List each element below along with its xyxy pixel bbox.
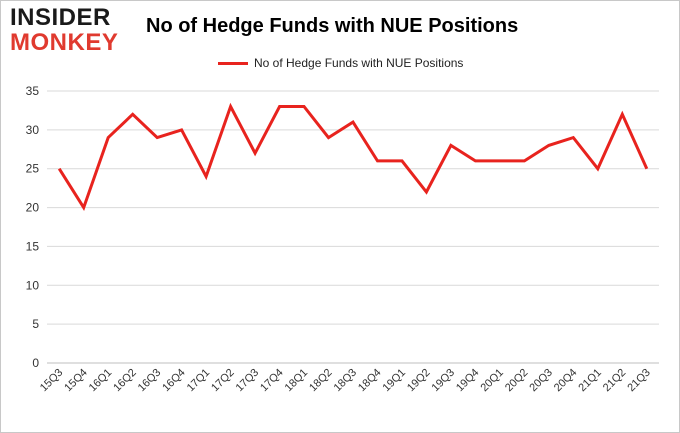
y-tick-label: 0 xyxy=(32,356,39,370)
x-tick-label: 17Q1 xyxy=(185,367,213,395)
y-tick-label: 5 xyxy=(32,317,39,331)
x-tick-label: 18Q1 xyxy=(283,367,311,395)
x-tick-label: 17Q2 xyxy=(209,367,237,395)
y-tick-label: 20 xyxy=(26,201,40,215)
x-tick-label: 16Q4 xyxy=(160,367,188,395)
chart-title: No of Hedge Funds with NUE Positions xyxy=(146,15,519,37)
legend-label: No of Hedge Funds with NUE Positions xyxy=(254,56,464,70)
x-tick-label: 17Q3 xyxy=(234,367,262,395)
x-tick-label: 20Q3 xyxy=(527,367,555,395)
x-tick-label: 21Q2 xyxy=(601,367,629,395)
x-tick-label: 16Q1 xyxy=(87,367,115,395)
x-tick-label: 19Q1 xyxy=(381,367,409,395)
y-tick-label: 25 xyxy=(26,162,40,176)
legend-swatch xyxy=(218,61,248,65)
x-tick-label: 20Q1 xyxy=(478,367,506,395)
x-tick-label: 21Q3 xyxy=(625,367,653,395)
x-tick-label: 18Q2 xyxy=(307,367,335,395)
x-tick-label: 20Q4 xyxy=(552,367,580,395)
logo-line-1: INSIDER xyxy=(10,4,111,31)
series-line xyxy=(57,102,649,212)
insider-monkey-logo: INSIDER MONKEY xyxy=(10,6,128,55)
x-tick-label: 16Q2 xyxy=(111,367,139,395)
x-tick-label: 15Q3 xyxy=(38,367,66,395)
x-tick-label: 21Q1 xyxy=(576,367,604,395)
x-tick-label: 16Q3 xyxy=(136,367,164,395)
chart-legend: No of Hedge Funds with NUE Positions xyxy=(218,55,463,71)
x-tick-label: 19Q2 xyxy=(405,367,433,395)
logo-line-2: MONKEY xyxy=(10,29,119,56)
x-tick-label: 19Q4 xyxy=(454,367,482,395)
x-tick-label: 18Q3 xyxy=(332,367,360,395)
x-tick-label: 19Q3 xyxy=(430,367,458,395)
x-tick-label: 15Q4 xyxy=(62,367,90,395)
x-tick-label: 18Q4 xyxy=(356,367,384,395)
x-tick-label: 20Q2 xyxy=(503,367,531,395)
y-tick-label: 15 xyxy=(26,239,40,253)
y-tick-label: 10 xyxy=(26,278,40,292)
y-tick-label: 35 xyxy=(26,84,40,98)
y-tick-label: 30 xyxy=(26,123,40,137)
x-tick-label: 17Q4 xyxy=(258,367,286,395)
